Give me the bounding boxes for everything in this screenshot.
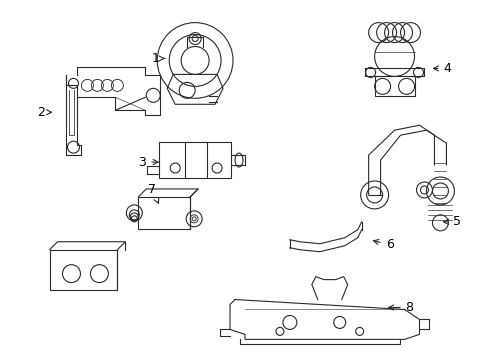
Text: 6: 6 <box>373 238 393 251</box>
Text: 3: 3 <box>138 156 158 168</box>
Text: 8: 8 <box>388 301 413 314</box>
Bar <box>159 142 230 178</box>
Bar <box>138 197 190 229</box>
Text: 5: 5 <box>443 215 461 228</box>
Text: 1: 1 <box>151 52 164 65</box>
Text: 4: 4 <box>432 62 450 75</box>
Bar <box>49 250 117 289</box>
Text: 7: 7 <box>148 184 158 203</box>
Text: 2: 2 <box>37 106 51 119</box>
